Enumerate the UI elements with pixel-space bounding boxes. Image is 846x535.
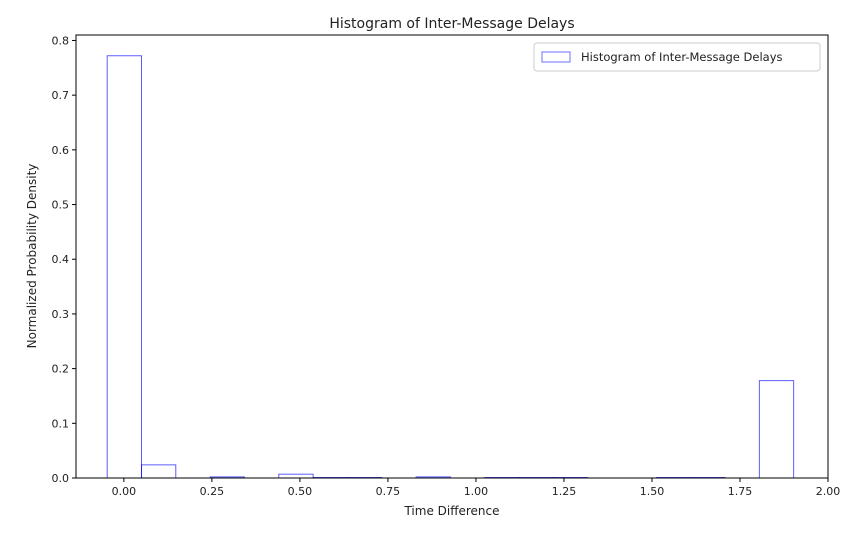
y-axis-ticks: 0.0 0.1 0.2 0.3 0.4 0.5 0.6 0.7 0.8 xyxy=(52,34,76,485)
x-tick-label: 1.25 xyxy=(552,485,577,498)
x-tick-label: 0.75 xyxy=(376,485,401,498)
x-tick-label: 1.50 xyxy=(640,485,665,498)
y-tick-label: 0.8 xyxy=(52,34,70,47)
plot-frame xyxy=(75,34,829,479)
x-tick-label: 1.75 xyxy=(728,485,753,498)
y-tick-label: 0.5 xyxy=(52,199,70,212)
x-tick-label: 0.00 xyxy=(112,485,137,498)
bars-group xyxy=(106,55,795,479)
y-tick-label: 0.1 xyxy=(52,417,70,430)
x-axis-ticks: 0.00 0.25 0.50 0.75 1.00 1.25 1.50 1.75 2.00 xyxy=(112,478,841,498)
x-tick-label: 0.50 xyxy=(288,485,313,498)
legend-label: Histogram of Inter-Message Delays xyxy=(581,50,783,64)
histogram-bar xyxy=(141,464,177,479)
y-tick-label: 0.0 xyxy=(52,472,70,485)
y-tick-label: 0.3 xyxy=(52,308,70,321)
x-axis-label: Time Difference xyxy=(403,504,499,518)
x-tick-label: 0.25 xyxy=(200,485,225,498)
y-tick-label: 0.4 xyxy=(52,253,70,266)
histogram-bar xyxy=(106,55,142,479)
legend-box xyxy=(533,42,821,72)
legend-swatch xyxy=(541,51,571,63)
y-tick-label: 0.2 xyxy=(52,363,70,376)
legend: Histogram of Inter-Message Delays xyxy=(533,42,821,72)
histogram-bar xyxy=(758,380,795,479)
histogram-bar xyxy=(278,473,314,479)
x-tick-label: 1.00 xyxy=(464,485,489,498)
y-tick-label: 0.7 xyxy=(52,89,70,102)
y-tick-label: 0.6 xyxy=(52,144,70,157)
x-tick-label: 2.00 xyxy=(816,485,841,498)
y-axis-label: Normalized Probability Density xyxy=(25,164,39,349)
chart-title: Histogram of Inter-Message Delays xyxy=(329,16,574,32)
